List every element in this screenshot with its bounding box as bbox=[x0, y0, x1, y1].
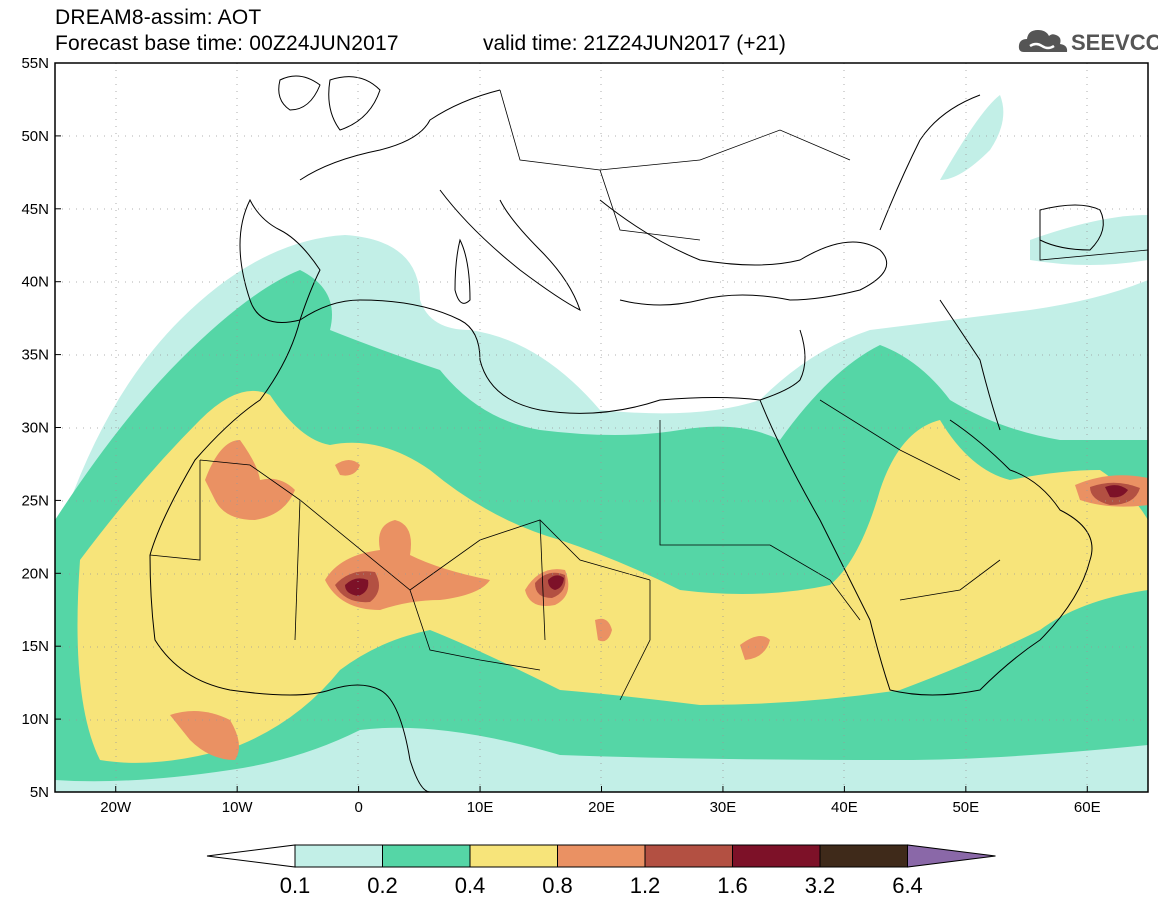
aot-band-0-8 bbox=[205, 440, 295, 520]
lat-label: 10N bbox=[21, 711, 49, 728]
colorbar-swatch bbox=[294, 844, 383, 868]
lat-label: 40N bbox=[21, 274, 49, 291]
cloud-icon bbox=[1018, 30, 1068, 52]
colorbar-swatch bbox=[732, 844, 821, 868]
lat-lon-grid bbox=[55, 63, 1148, 792]
lon-label: 30E bbox=[710, 799, 737, 816]
lat-label: 45N bbox=[21, 201, 49, 218]
colorbar-label: 3.2 bbox=[805, 873, 836, 898]
lon-label: 20E bbox=[588, 799, 615, 816]
colorbar-label: 0.8 bbox=[542, 873, 573, 898]
aot-band-1-6 bbox=[345, 578, 369, 596]
colorbar-label: 6.4 bbox=[892, 873, 923, 898]
lon-label: 10E bbox=[467, 799, 494, 816]
colorbar-swatch bbox=[819, 844, 908, 868]
colorbar-over-arrow bbox=[907, 844, 996, 868]
colorbar-under-arrow bbox=[206, 844, 296, 868]
aot-band-0-8 bbox=[170, 711, 239, 760]
seevccc-logo: SEEVCCC bbox=[1018, 30, 1158, 55]
lat-label: 15N bbox=[21, 638, 49, 655]
lon-label: 40E bbox=[831, 799, 858, 816]
lat-label: 35N bbox=[21, 347, 49, 364]
lat-label: 50N bbox=[21, 128, 49, 145]
colorbar-label: 0.4 bbox=[455, 873, 486, 898]
logo-text: SEEVCCC bbox=[1071, 30, 1158, 55]
forecast-base-time: Forecast base time: 00Z24JUN2017 bbox=[55, 32, 399, 55]
aot-band-0-8 bbox=[740, 636, 770, 660]
valid-time: valid time: 21Z24JUN2017 (+21) bbox=[483, 32, 786, 55]
aot-band-0-8 bbox=[335, 460, 360, 476]
lat-label: 55N bbox=[21, 55, 49, 72]
lon-label: 10W bbox=[222, 799, 254, 816]
colorbar-label: 1.2 bbox=[630, 873, 661, 898]
aot-band-1-6 bbox=[548, 575, 564, 590]
lon-label: 60E bbox=[1074, 799, 1101, 816]
lat-label: 20N bbox=[21, 565, 49, 582]
colorbar-swatch bbox=[469, 844, 558, 868]
aot-band-0-1 bbox=[940, 95, 1004, 180]
country-borders bbox=[149, 89, 1148, 701]
colorbar-label: 0.1 bbox=[280, 873, 311, 898]
colorbar-label: 1.6 bbox=[717, 873, 748, 898]
aot-fields bbox=[55, 63, 1148, 792]
lat-label: 30N bbox=[21, 420, 49, 437]
colorbar-label: 0.2 bbox=[367, 873, 398, 898]
lon-label: 20W bbox=[100, 799, 132, 816]
aot-band-0-4 bbox=[77, 390, 1148, 763]
lat-label: 25N bbox=[21, 492, 49, 509]
colorbar: 0.1 0.2 0.4 0.8 1.2 1.6 3.2 6.4 bbox=[206, 844, 996, 898]
longitude-labels: 20W 10W 0 10E 20E 30E 40E 50E 60E bbox=[100, 786, 1101, 816]
lon-label: 50E bbox=[952, 799, 979, 816]
map-title: DREAM8-assim: AOT bbox=[55, 6, 262, 29]
aot-band-0-8 bbox=[595, 618, 612, 642]
coastlines bbox=[149, 75, 1104, 792]
colorbar-swatch bbox=[382, 844, 471, 868]
lat-label: 5N bbox=[30, 784, 49, 801]
latitude-labels: 55N 50N 45N 40N 35N 30N 25N 20N 15N 10N 5N bbox=[21, 55, 61, 801]
colorbar-swatch bbox=[557, 844, 646, 868]
aot-band-1-6 bbox=[1105, 485, 1128, 498]
aot-band-0-1 bbox=[1030, 215, 1148, 265]
lon-label: 0 bbox=[354, 799, 362, 816]
colorbar-swatch bbox=[644, 844, 733, 868]
